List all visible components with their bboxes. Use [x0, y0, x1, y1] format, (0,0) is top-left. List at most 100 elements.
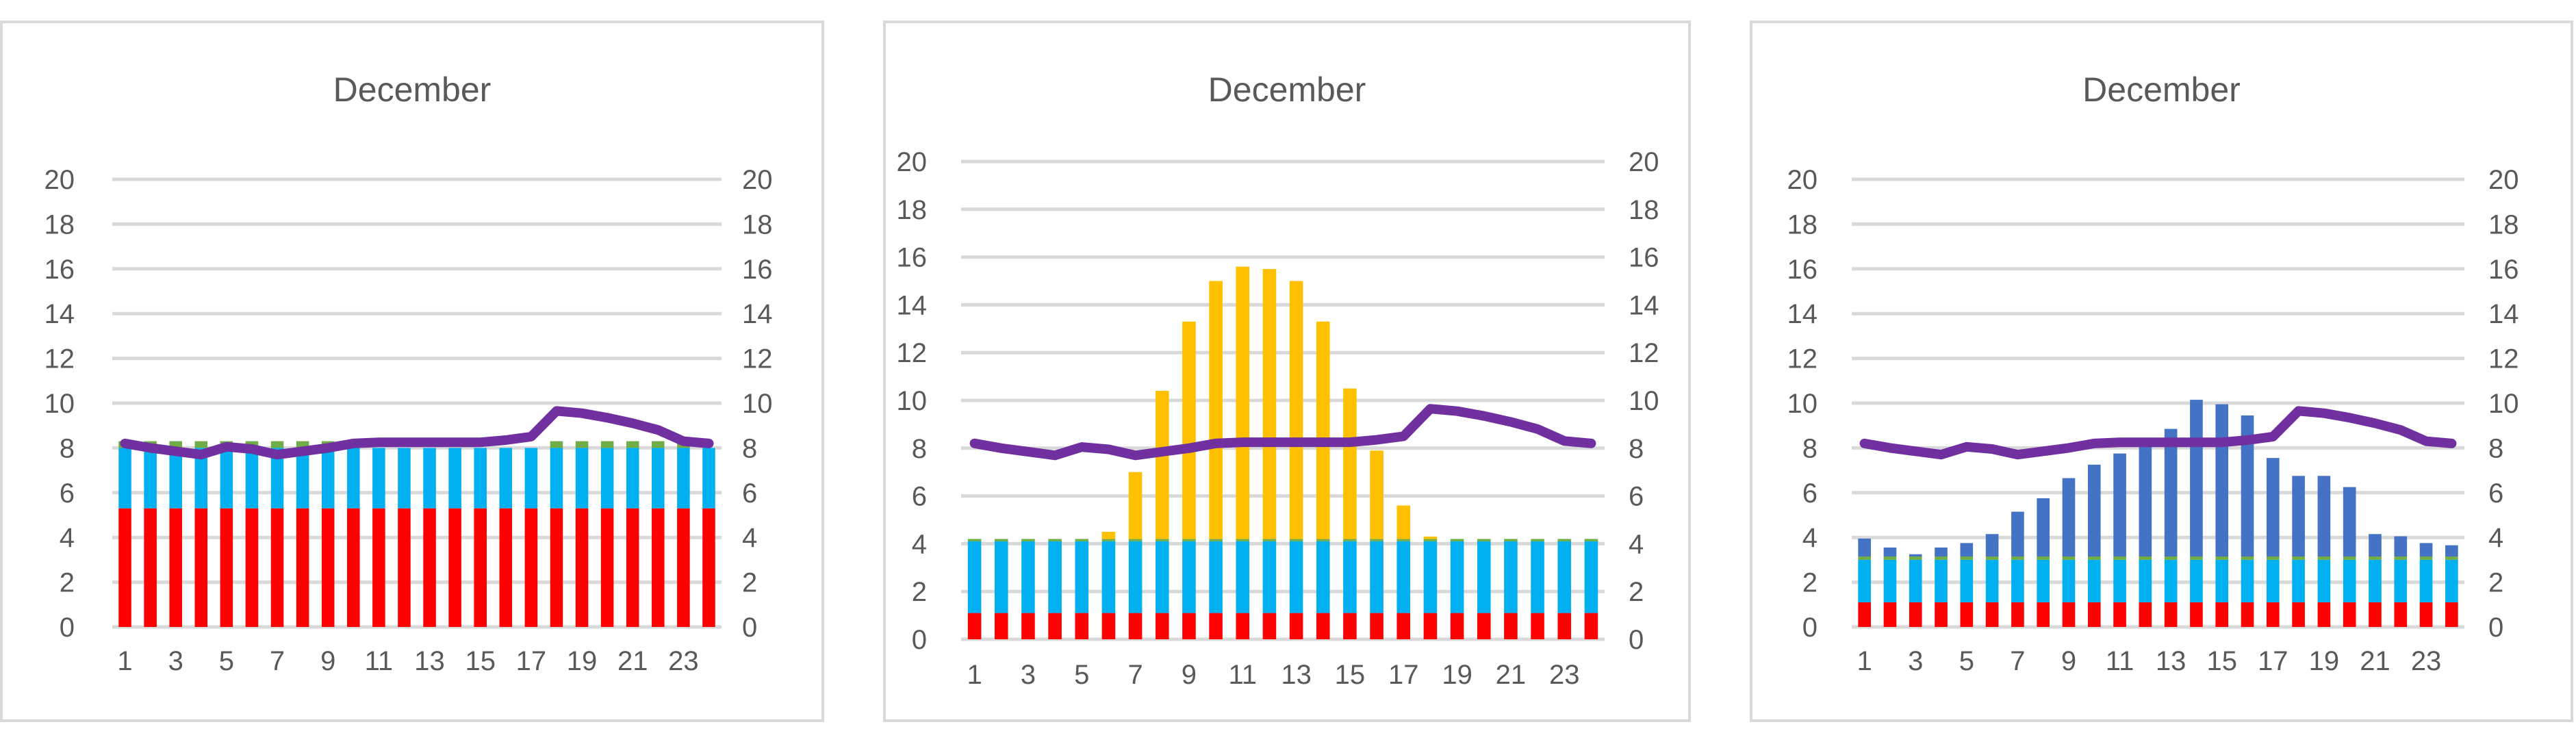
bar-green	[1909, 556, 1922, 560]
y-tick-label: 12	[1787, 344, 1818, 374]
bar-cyan	[550, 448, 563, 509]
bar-blue	[2215, 404, 2229, 556]
bar-red	[1584, 613, 1598, 639]
x-tick-label: 5	[219, 646, 234, 676]
y-tick-label: 18	[1787, 209, 1818, 240]
bar-cyan	[2113, 559, 2126, 603]
y-tick-label: 6	[912, 482, 927, 512]
y-tick-label: 12	[897, 338, 928, 368]
bar-cyan	[372, 448, 385, 509]
y-tick-label: 4	[60, 523, 75, 553]
bar-green	[1477, 539, 1491, 541]
bar-blue	[2369, 534, 2382, 556]
x-tick-label: 7	[2010, 646, 2025, 676]
y-tick-label: 16	[897, 243, 928, 273]
bar-red	[677, 508, 690, 627]
bar-cyan	[1289, 541, 1303, 613]
x-tick-label: 13	[2156, 646, 2186, 676]
bar-blue	[2394, 536, 2408, 556]
bar-cyan	[967, 541, 982, 613]
bar-cyan	[2139, 559, 2152, 603]
bar-red	[2419, 602, 2433, 627]
bar-cyan	[1935, 559, 1948, 603]
bar-cyan	[2394, 559, 2408, 603]
bar-green	[1316, 539, 1330, 541]
x-tick-label: 11	[1228, 660, 1257, 690]
y-tick-label: 2	[1802, 568, 1818, 598]
bar-red	[1985, 602, 1999, 627]
bar-red	[1935, 602, 1948, 627]
bar-yellow	[1370, 450, 1383, 539]
bar-green	[2292, 556, 2305, 560]
y-tick-label: 8	[912, 434, 927, 464]
line-series-purple	[120, 406, 714, 460]
bar-green	[1236, 539, 1250, 541]
y2-tick-label: 18	[742, 209, 773, 240]
bar-green	[1101, 539, 1116, 541]
bar-cyan	[2241, 559, 2254, 603]
bar-cyan	[1101, 541, 1116, 613]
y2-tick-label: 4	[742, 523, 757, 553]
x-tick-label: 5	[1074, 660, 1089, 690]
bar-green	[2087, 556, 2101, 560]
bar-cyan	[2215, 559, 2229, 603]
y2-tick-label: 12	[1629, 338, 1659, 368]
bar-red	[1262, 613, 1277, 639]
bar-cyan	[2266, 559, 2280, 603]
y-tick-label: 2	[912, 577, 927, 607]
bar-green	[2037, 556, 2050, 560]
bar-blue	[2445, 545, 2458, 556]
y2-tick-label: 2	[2488, 568, 2503, 598]
y2-tick-label: 10	[742, 389, 773, 419]
x-tick-label: 9	[1182, 660, 1197, 690]
bar-blue	[1883, 547, 1897, 556]
bar-cyan	[2037, 559, 2050, 603]
x-tick-label: 19	[2309, 646, 2340, 676]
bar-cyan	[1584, 541, 1598, 613]
y-tick-label: 18	[897, 195, 928, 225]
y2-tick-label: 16	[742, 255, 773, 285]
y2-tick-label: 6	[1629, 482, 1644, 512]
bar-green	[600, 441, 614, 448]
bar-yellow	[1155, 391, 1169, 539]
bar-red	[1477, 613, 1491, 639]
bar-green	[2215, 556, 2229, 560]
bar-cyan	[677, 448, 690, 509]
x-tick-label: 3	[168, 646, 183, 676]
bar-green	[1289, 539, 1303, 541]
bar-yellow	[1128, 472, 1143, 539]
y-tick-label: 14	[44, 299, 75, 329]
bar-cyan	[1182, 541, 1196, 613]
bar-green	[1858, 556, 1871, 560]
bar-cyan	[1858, 559, 1871, 603]
bar-green	[2241, 556, 2254, 560]
bar-yellow	[1343, 388, 1357, 539]
y-tick-label: 16	[44, 255, 75, 285]
bar-green	[994, 539, 1008, 541]
bar-cyan	[1236, 541, 1250, 613]
bar-red	[1423, 613, 1438, 639]
bar-red	[321, 508, 335, 627]
y2-tick-label: 20	[2488, 165, 2519, 195]
x-tick-label: 1	[117, 646, 132, 676]
x-tick-label: 23	[668, 646, 699, 676]
y2-tick-label: 20	[1629, 147, 1659, 177]
bar-red	[2113, 602, 2126, 627]
chart-panel-1: December 0 0 2 2 4 4 6 6 8 8 10 10 12 12 14 14 16 16 18 18 2…	[0, 21, 824, 722]
y2-tick-label: 8	[742, 433, 757, 463]
y-tick-label: 6	[1802, 478, 1818, 509]
bar-green	[2266, 556, 2280, 560]
bar-red	[448, 508, 461, 627]
bar-red	[702, 508, 715, 627]
bar-green	[1075, 539, 1089, 541]
bar-cyan	[1021, 541, 1035, 613]
y-tick-label: 0	[912, 625, 927, 655]
bar-red	[2215, 602, 2229, 627]
bar-blue	[2317, 476, 2331, 556]
bar-cyan	[1531, 541, 1544, 613]
bar-yellow	[1423, 536, 1438, 539]
bar-red	[967, 613, 982, 639]
y-tick-label: 8	[60, 433, 75, 463]
bar-green	[652, 441, 665, 448]
